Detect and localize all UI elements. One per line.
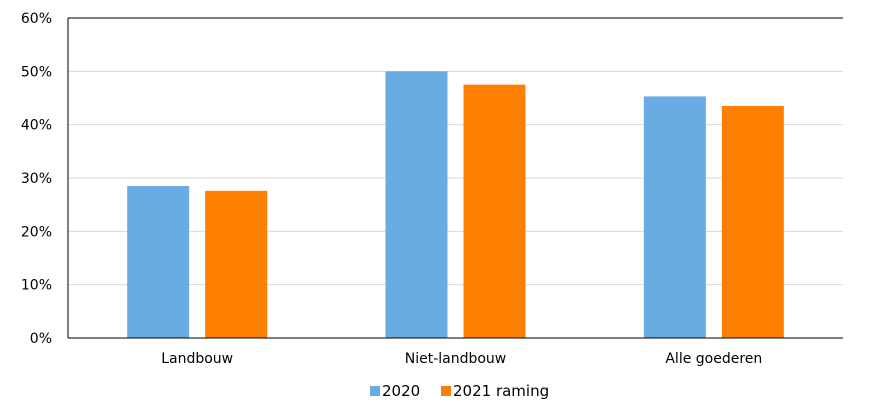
bar-2-2: [463, 84, 526, 339]
legend-label-1: 2020: [382, 382, 420, 400]
legend: 2020 2021 raming: [370, 382, 549, 400]
legend-swatch-1: [370, 386, 380, 396]
y-tick-label: 60%: [21, 11, 52, 27]
legend-label-2: 2021 raming: [453, 382, 549, 400]
legend-swatch-2: [441, 386, 451, 396]
y-tick-label: 0%: [30, 331, 52, 347]
bar-2-1: [205, 190, 268, 338]
x-tick-label: Niet-landbouw: [405, 351, 507, 367]
y-tick-label: 30%: [21, 171, 52, 187]
bar-1-3: [643, 96, 706, 339]
x-tick-label: Alle goederen: [665, 351, 762, 367]
bar-2-3: [721, 106, 784, 338]
y-tick-label: 20%: [21, 224, 52, 240]
x-tick-label: Landbouw: [161, 351, 233, 367]
y-tick-label: 50%: [21, 64, 52, 80]
bar-1-1: [127, 186, 190, 338]
bar-1-2: [385, 71, 448, 338]
y-tick-label: 40%: [21, 118, 52, 134]
y-tick-label: 10%: [21, 278, 52, 294]
